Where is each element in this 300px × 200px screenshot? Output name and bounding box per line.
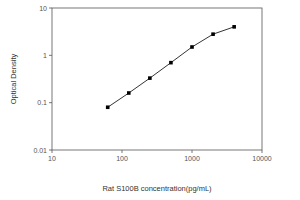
y-tick — [49, 8, 52, 9]
point — [106, 105, 110, 109]
x-tick — [262, 150, 263, 153]
point — [211, 32, 215, 36]
x-axis-label: Rat S100B concentration(pg/mL) — [102, 184, 212, 193]
point — [190, 45, 194, 49]
y-tick-label: 0.1 — [37, 99, 47, 106]
x-tick-label: 10 — [48, 155, 56, 162]
x-tick — [52, 150, 53, 153]
chart-svg: 10 100 1000 10000 0.01 0.1 1 10 Rat S100B concen… — [0, 0, 300, 200]
point — [169, 61, 173, 65]
x-tick-label: 10000 — [252, 155, 272, 162]
y-tick — [49, 150, 52, 151]
y-axis-label: Optical Density — [9, 54, 18, 105]
y-tick-label: 0.01 — [33, 147, 47, 154]
y-tick — [49, 102, 52, 103]
point — [148, 76, 152, 80]
y-tick — [49, 55, 52, 56]
y-tick-label: 1 — [43, 52, 47, 59]
plot-marks — [106, 25, 236, 109]
x-tick-label: 1000 — [184, 155, 200, 162]
point — [232, 25, 236, 29]
y-tick-label: 10 — [39, 5, 47, 12]
chart-container: 10 100 1000 10000 0.01 0.1 1 10 Rat S100B concen… — [0, 0, 300, 200]
x-tick — [192, 150, 193, 153]
x-tick-label: 100 — [116, 155, 128, 162]
plot-frame — [52, 8, 262, 150]
point — [127, 91, 131, 95]
x-tick — [122, 150, 123, 153]
curve — [108, 27, 234, 107]
